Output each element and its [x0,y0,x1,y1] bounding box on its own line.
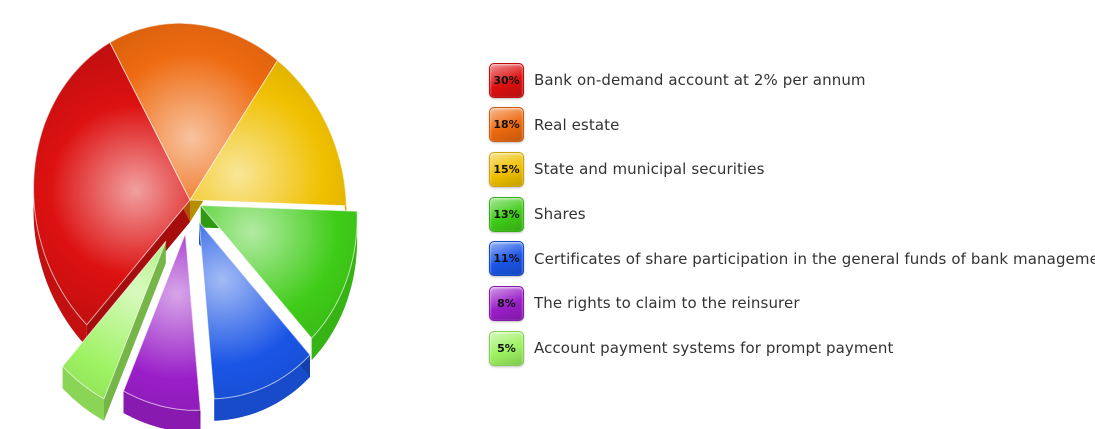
legend-item-securities: 15% State and municipal securities [489,151,1095,187]
pie-slices [33,22,358,411]
legend-item-bank-account: 30% Bank on-demand account at 2% per annu… [489,62,1095,98]
pie-slice-real-estate [109,22,279,201]
slice-wall-payment-systems [104,241,166,421]
legend-item-payment-systems: 5% Account payment systems for prompt pay… [489,330,1095,366]
legend-item-certificates: 11% Certificates of share participation i… [489,241,1095,277]
legend-item-shares: 13% Shares [489,196,1095,232]
pie-slice-securities [189,60,347,207]
legend-item-reinsurer-rights: 8% The rights to claim to the reinsurer [489,285,1095,321]
legend-label: Real estate [534,115,620,134]
legend-swatch: 8% [489,285,524,321]
pie-chart [33,22,358,429]
legend-label: The rights to claim to the reinsurer [534,294,800,313]
legend-swatch: 13% [489,196,524,232]
legend-swatch: 30% [489,62,524,98]
slice-side-payment-systems [62,366,104,421]
pie-slice-bank-account [33,42,191,326]
legend-swatch: 18% [489,107,524,143]
legend: 30% Bank on-demand account at 2% per annu… [489,62,1095,375]
legend-label: Account payment systems for prompt payme… [534,339,894,358]
legend-label: Shares [534,205,586,224]
legend-swatch: 5% [489,330,524,366]
legend-swatch: 15% [489,151,524,187]
pie-slice-shares [200,205,358,339]
legend-label: Certificates of share participation in t… [534,249,1095,268]
slice-side-certificates [214,354,310,421]
pie-slice-certificates [198,221,311,400]
pie-slice-reinsurer-rights [123,233,201,411]
pie-slice-payment-systems [62,240,167,400]
legend-label: Bank on-demand account at 2% per annum [534,71,866,89]
legend-swatch: 11% [489,241,524,277]
legend-item-real-estate: 18% Real estate [489,107,1095,143]
legend-label: State and municipal securities [534,160,765,179]
slice-side-shares [311,211,358,361]
